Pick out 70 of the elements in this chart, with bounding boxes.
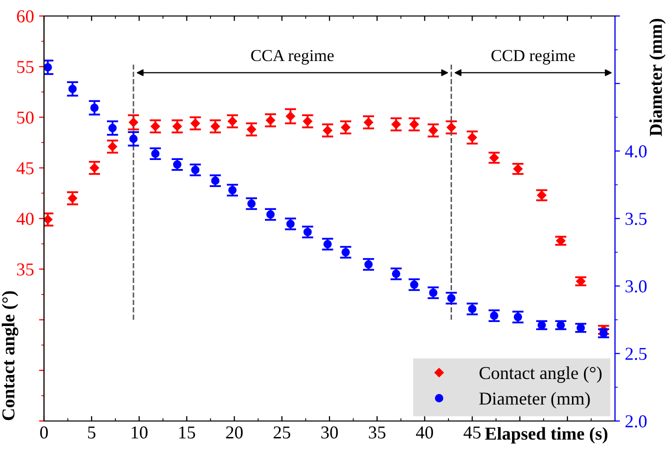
y-tick-label: 50 <box>17 112 34 124</box>
point <box>151 150 160 158</box>
point <box>191 166 200 174</box>
point <box>108 124 117 132</box>
point <box>108 142 118 152</box>
x-tick-label: 10 <box>132 426 148 439</box>
point <box>323 240 332 248</box>
point <box>44 63 52 72</box>
point <box>90 104 99 112</box>
point <box>342 248 350 256</box>
point <box>303 228 312 236</box>
point <box>599 329 608 338</box>
x-tick-label: 35 <box>368 426 386 439</box>
point <box>129 134 138 144</box>
annotation: CCD regime <box>491 50 575 65</box>
point <box>246 124 256 134</box>
x-tick-label: 20 <box>226 426 243 439</box>
annotation: CCA regime <box>251 50 334 65</box>
point <box>228 116 238 126</box>
point <box>468 304 476 314</box>
y2-tick-label: 3.0 <box>626 280 647 293</box>
point <box>391 120 401 129</box>
y-tick-label: 55 <box>17 61 34 74</box>
y-tick-label: 40 <box>16 212 34 225</box>
point <box>490 312 498 320</box>
x-tick-label: 40 <box>416 426 434 439</box>
point <box>410 280 418 289</box>
point <box>68 84 77 94</box>
point <box>228 186 237 194</box>
point <box>341 122 350 132</box>
point <box>514 312 522 322</box>
y-tick-label: 35 <box>17 263 34 276</box>
y-tick-label: 60 <box>17 10 34 22</box>
point <box>322 126 332 136</box>
point <box>266 116 276 125</box>
point <box>364 118 374 127</box>
y-tick-label: 45 <box>16 162 34 174</box>
point <box>150 122 160 131</box>
x-tick-label: 15 <box>179 426 196 439</box>
y2-tick-label: 2.0 <box>626 415 647 428</box>
y2-tick-label: 2.5 <box>626 348 647 360</box>
point <box>286 112 296 121</box>
point <box>446 122 456 132</box>
point <box>410 120 419 129</box>
point <box>90 163 100 172</box>
point <box>190 118 200 128</box>
x-tick-label: 25 <box>274 426 290 439</box>
x-tick-label: 45 <box>464 426 481 439</box>
point <box>44 214 52 224</box>
y2-axis-title: Diameter (mm) <box>649 18 666 136</box>
point <box>210 122 220 131</box>
point <box>173 160 182 169</box>
legend-label: Contact angle (°) <box>480 366 602 383</box>
point <box>429 288 438 297</box>
x-tick-label: 0 <box>40 426 48 439</box>
y2-tick-label: 3.5 <box>626 212 647 226</box>
legend-label: Diameter (mm) <box>479 392 590 408</box>
point <box>392 270 400 278</box>
point <box>428 126 438 136</box>
point <box>68 194 78 203</box>
x-tick-label: 30 <box>321 426 338 439</box>
point <box>302 116 312 126</box>
point <box>447 294 456 302</box>
y2-tick-label: 4.0 <box>625 145 647 158</box>
point <box>128 118 138 127</box>
x-tick-label: 5 <box>88 426 96 439</box>
point <box>172 122 182 131</box>
point <box>211 176 220 185</box>
y-axis-title: Contact angle (°) <box>2 291 18 420</box>
x-axis-title: Elapsed time (s) <box>485 427 608 444</box>
